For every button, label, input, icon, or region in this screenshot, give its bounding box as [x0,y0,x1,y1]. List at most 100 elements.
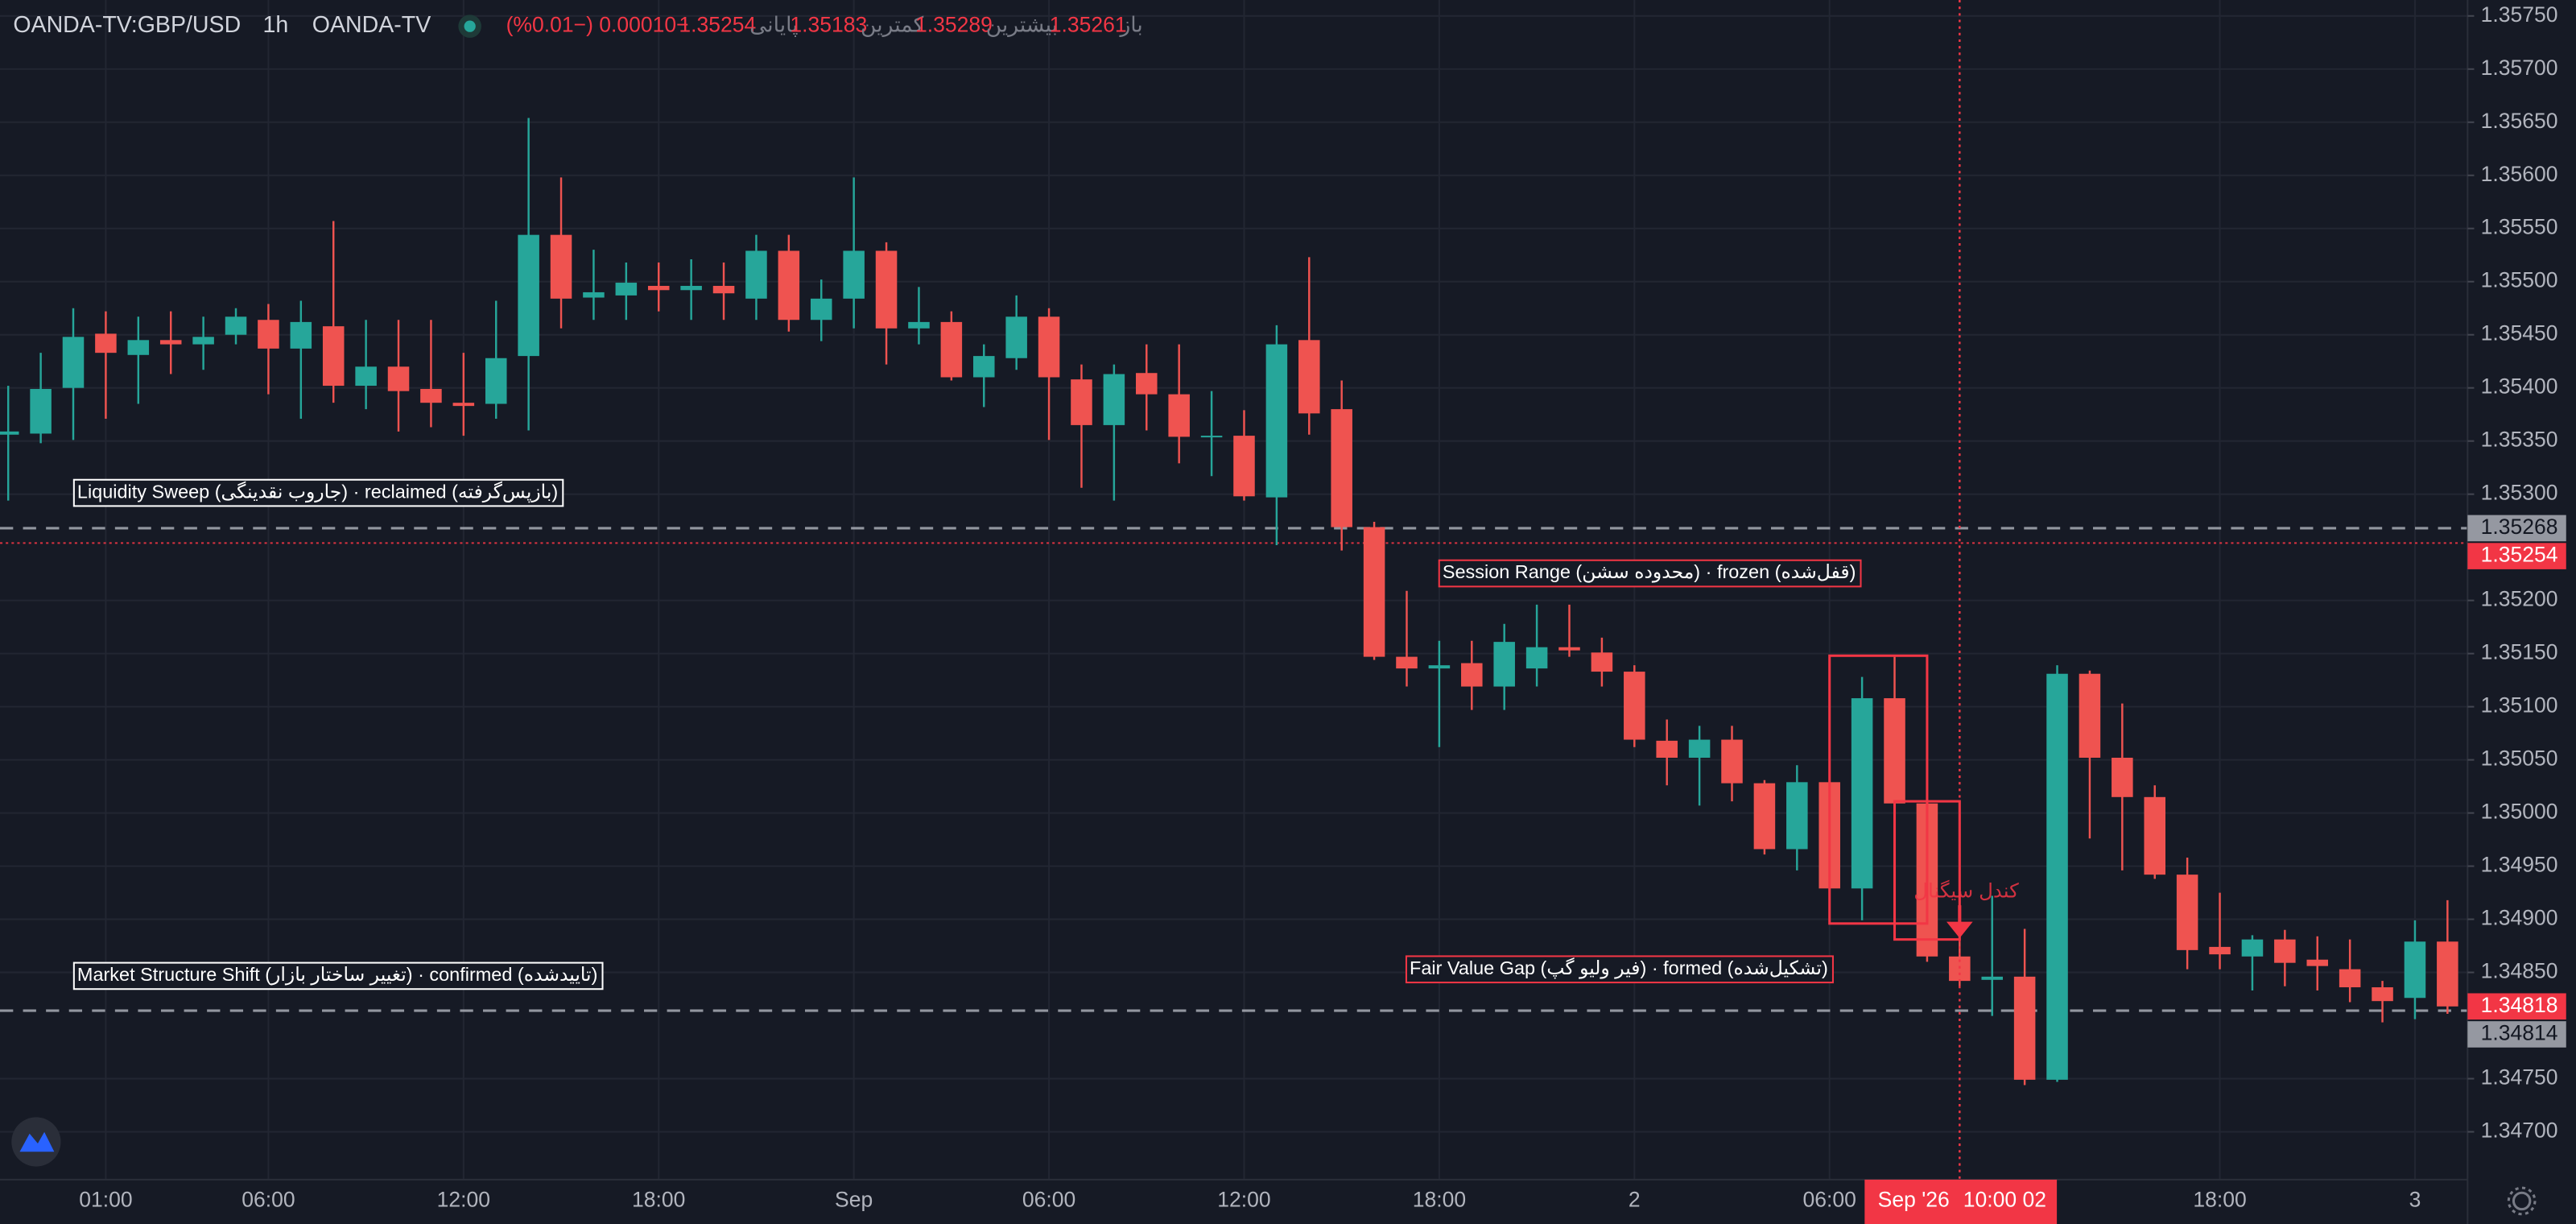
candle-body [973,356,995,378]
y-tick-label: 1.35450 [2481,321,2558,345]
candle-body [2046,673,2068,1080]
candle-body [62,337,85,388]
candle-body [258,320,279,349]
candle-body [1753,783,1776,850]
x-tick-label: 01:00 [79,1187,132,1211]
annotation-text: Session Range (محدوده سشن) · frozen (قفل… [1443,561,1856,583]
y-tick-label: 1.35600 [2481,162,2558,186]
candle-body [95,333,117,354]
candle-body [1103,374,1125,425]
crosshair-time: 10:00 02 [1963,1187,2046,1211]
settings[interactable] [2507,1186,2537,1216]
x-tick-label: 18:00 [632,1187,685,1211]
x-tick-label: 06:00 [1803,1187,1856,1211]
candle-body [1656,740,1678,758]
ohlc-label: باز [1118,13,1142,37]
header: OANDA-TV:GBP/USD 1h OANDA-TV باز1.35261ب… [13,12,1142,38]
settings-gear[interactable] [2512,1191,2532,1211]
candle-body [843,250,865,299]
candle-body [30,389,52,434]
crosshair-time-bg [1864,1179,2058,1224]
y-tick-label: 1.35650 [2481,109,2558,133]
ohlc-label: پایانی [749,13,798,38]
candle-body [1298,340,1320,414]
interval: 1h [263,12,289,38]
candle-body [1558,647,1580,651]
candle-body [2013,976,2036,1080]
candle-body [290,321,312,349]
y-tick-label: 1.35300 [2481,481,2558,505]
price-label: 1.34818 [2481,993,2558,1017]
candle-body [2241,939,2264,957]
price-label-bg [2467,1021,2566,1048]
y-tick-label: 1.35500 [2481,268,2558,292]
candle-body [225,316,247,335]
candle-body [2274,939,2296,963]
annotation-text: Market Structure Shift (تغییر ساختار باز… [77,964,597,986]
candle-body [550,234,572,299]
x-tick-label: 3 [2409,1187,2421,1211]
candle-body [1005,316,1027,358]
annotation-box [1405,955,1834,984]
candle-body [1461,663,1483,687]
candle-body [1688,739,1711,758]
candle-body [1624,672,1645,740]
ohlc-change: −0.00010 (−0.01%) [506,13,689,37]
candle-body [1721,739,1743,784]
y-tick-label: 1.34700 [2481,1119,2558,1143]
y-tick-label: 1.35550 [2481,215,2558,239]
candle-body [420,389,442,403]
y-tick-label: 1.35700 [2481,56,2558,80]
annotation-box [1438,559,1862,588]
candle-body [387,366,410,391]
ohlc-label: کمترین [861,13,924,38]
y-tick-label: 1.34850 [2481,959,2558,983]
logo[interactable] [11,1117,61,1167]
y-tick-label: 1.35100 [2481,693,2558,717]
price-label-bg [2467,993,2566,1020]
y-tick-label: 1.35400 [2481,374,2558,399]
y-tick-label: 1.35150 [2481,640,2558,664]
zone-box [1828,654,1929,925]
candle-body [1428,665,1451,669]
candle-body [1493,642,1515,687]
annotation-text: Fair Value Gap (فیر ولیو گپ) · formed (ت… [1410,957,1828,979]
candle-body [0,431,19,435]
candle-body [159,340,182,345]
candle-body [355,366,377,387]
y-tick-label: 1.34900 [2481,906,2558,930]
candle-body [712,286,735,294]
candle-body [1851,698,1873,889]
x-tick-label: 18:00 [1413,1187,1466,1211]
candle-body [2339,969,2361,988]
candle-body [1591,652,1613,672]
x-tick-label: 18:00 [2193,1187,2246,1211]
candle-body [680,286,702,291]
candle-body [810,298,832,320]
x-tick-label: Sep [835,1187,873,1211]
x-tick-label: 12:00 [437,1187,490,1211]
overlay: کندل سیگنال Liquidity Sweep (جاروب نقدینگ… [72,0,2019,1180]
symbol: OANDA-TV:GBP/USD [13,12,241,38]
y-tick-label: 1.34950 [2481,853,2558,877]
candle-body [322,326,345,387]
signal-label: کندل سیگنال [1913,879,2019,902]
ohlc-values: باز1.35261بیشترین1.35289کمترین1.35183پای… [506,13,1143,38]
candle-body [485,358,507,404]
candle-body [778,250,800,320]
candle-body [2372,987,2393,1002]
candle-body [1396,656,1418,669]
candle-body [1071,379,1092,425]
candle-body [1331,409,1352,527]
price-label: 1.35254 [2481,543,2558,567]
candle-body [1136,373,1158,395]
y-tick-label: 1.34750 [2481,1065,2558,1090]
ohlc-value: 1.35261 [1050,13,1127,37]
ohlc-label: بیشترین [986,13,1058,38]
ohlc-value: 1.35254 [679,13,756,37]
candle-body [2404,941,2426,999]
logo-mark[interactable] [19,1131,55,1152]
status-dot [464,20,476,32]
settings-teeth[interactable] [2507,1186,2537,1216]
candle-body [1200,436,1223,438]
